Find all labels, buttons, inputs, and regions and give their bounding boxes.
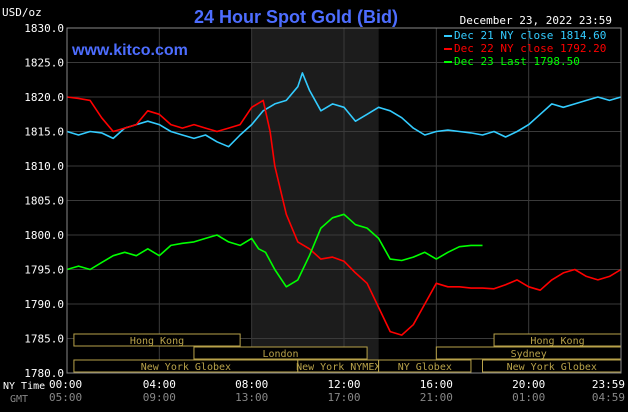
y-axis-label: USD/oz xyxy=(2,6,42,19)
date-label: December 23, 2022 23:59 xyxy=(460,14,612,27)
y-tick-label: 1790.0 xyxy=(24,298,64,311)
y-tick-label: 1830.0 xyxy=(24,22,64,35)
y-tick-label: 1785.0 xyxy=(24,333,64,346)
session-label: New York Globex xyxy=(507,362,597,373)
x-tick-label-gmt: 05:00 xyxy=(49,391,82,404)
x-tick-label-ny: 20:00 xyxy=(512,378,545,391)
chart-title: 24 Hour Spot Gold (Bid) xyxy=(194,7,398,27)
x-tick-label-gmt: 09:00 xyxy=(143,391,176,404)
session-label: London xyxy=(262,349,298,360)
session-bar xyxy=(378,359,472,373)
x-tick-label-ny: 04:00 xyxy=(143,378,176,391)
ny-time-row-label: NY Time xyxy=(3,381,45,392)
y-tick-label: 1815.0 xyxy=(24,126,64,139)
y-tick-label: 1800.0 xyxy=(24,229,64,242)
session-label: NY Globex xyxy=(398,362,452,373)
series-line-1 xyxy=(66,72,622,148)
session-label: New York NYMEX xyxy=(296,362,380,373)
series-line-3 xyxy=(66,213,483,288)
x-tick-label-ny: 08:00 xyxy=(235,378,268,391)
series-line-2 xyxy=(66,96,622,336)
y-tick-label: 1820.0 xyxy=(24,91,64,104)
session-bar xyxy=(73,333,241,347)
session-bar xyxy=(193,346,368,360)
x-tick-label-gmt: 13:00 xyxy=(235,391,268,404)
plot-border xyxy=(66,27,622,374)
x-tick-label-ny: 00:00 xyxy=(49,378,82,391)
x-tick-label-ny: 12:00 xyxy=(327,378,360,391)
legend-entry: Dec 22 NY close 1792.20 xyxy=(454,42,606,55)
legend-entry: Dec 21 NY close 1814.60 xyxy=(454,29,606,42)
y-tick-label: 1825.0 xyxy=(24,57,64,70)
x-tick-label-gmt: 17:00 xyxy=(327,391,360,404)
session-label: New York Globex xyxy=(141,362,231,373)
session-label: Hong Kong xyxy=(130,336,184,347)
y-tick-label: 1805.0 xyxy=(24,195,64,208)
x-tick-label-ny: 16:00 xyxy=(420,378,453,391)
session-label: Hong Kong xyxy=(530,336,584,347)
x-tick-label-gmt: 01:00 xyxy=(512,391,545,404)
y-tick-label: 1795.0 xyxy=(24,264,64,277)
session-label: Sydney xyxy=(511,349,547,360)
y-tick-label: 1780.0 xyxy=(24,367,64,380)
x-tick-label-ny: 23:59 xyxy=(592,378,625,391)
x-tick-label-gmt: 21:00 xyxy=(420,391,453,404)
y-tick-label: 1810.0 xyxy=(24,160,64,173)
watermark: www.kitco.com xyxy=(71,42,188,59)
legend-entry: Dec 23 Last 1798.50 xyxy=(454,55,580,68)
x-tick-label-gmt: 04:59 xyxy=(592,391,625,404)
gmt-row-label: GMT xyxy=(10,394,28,405)
